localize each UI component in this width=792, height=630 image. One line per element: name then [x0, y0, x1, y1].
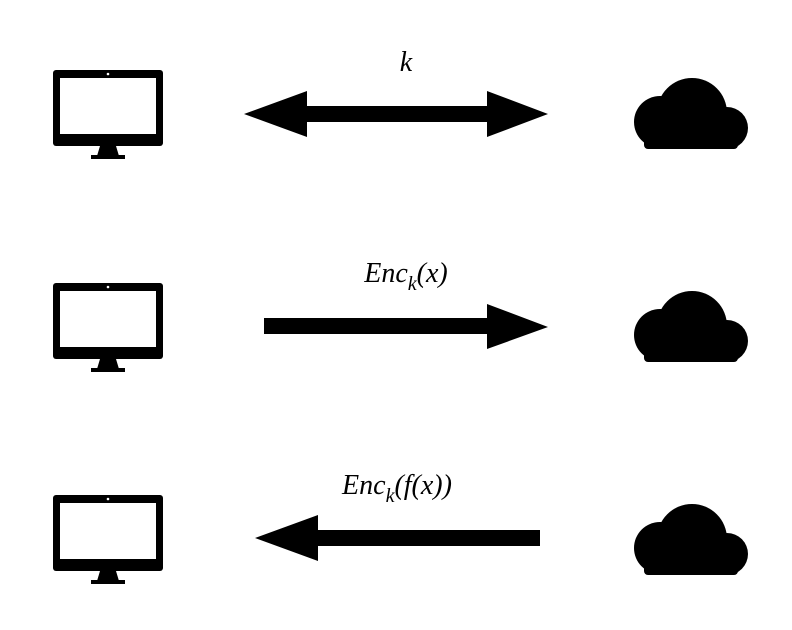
arrow-label-1: k	[400, 47, 413, 78]
row-2: Enck(x)	[53, 258, 748, 372]
arrow-label-2: Enck(x)	[363, 258, 448, 295]
monitor-icon	[53, 283, 163, 372]
cloud-icon	[634, 78, 748, 149]
row-3: Enck(f(x))	[53, 470, 748, 584]
monitor-icon	[53, 70, 163, 159]
monitor-icon	[53, 495, 163, 584]
arrow-label-3: Enck(f(x))	[341, 470, 452, 507]
cloud-icon	[634, 504, 748, 575]
row-1: k	[53, 47, 748, 159]
right-arrow	[264, 304, 548, 349]
cloud-icon	[634, 291, 748, 362]
double-arrow	[244, 91, 548, 137]
left-arrow	[255, 515, 540, 561]
